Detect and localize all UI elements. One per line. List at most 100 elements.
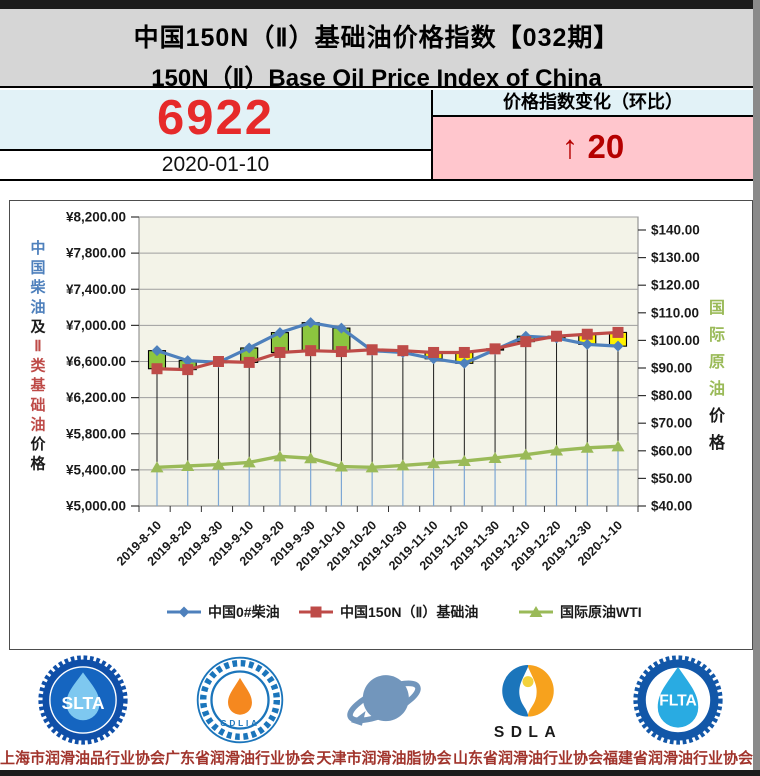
- legend-marker: [529, 606, 543, 617]
- diesel-marker: [274, 327, 286, 339]
- legend-label: 中国150N（Ⅱ）基础油: [340, 604, 478, 620]
- top-border-strip: [0, 0, 760, 9]
- diesel-marker: [581, 338, 593, 350]
- right-tick-label: $80.00: [651, 388, 692, 403]
- left-axis-title-char: 基: [29, 376, 46, 394]
- left-tick-label: ¥7,000.00: [66, 318, 126, 333]
- right-axis-title-char: 原: [709, 353, 725, 371]
- left-axis-title-char: 中: [30, 239, 45, 257]
- right-tick-label: $40.00: [651, 499, 692, 514]
- baseoil-marker: [274, 346, 286, 358]
- baseoil-marker: [612, 326, 624, 338]
- diesel-marker: [458, 357, 470, 369]
- index-value: 6922: [156, 91, 274, 145]
- left-axis-title-char: 油: [30, 415, 45, 433]
- tianjin-globe-logo-icon: [347, 675, 421, 726]
- baseoil-marker: [428, 346, 440, 358]
- wti-marker: [181, 459, 195, 471]
- diesel-marker: [243, 342, 255, 354]
- association-slta: SLTA 上海市润滑油品行业协会: [0, 652, 165, 770]
- wti-marker: [611, 440, 625, 452]
- wti-marker: [242, 456, 256, 468]
- baseoil-marker: [243, 356, 255, 368]
- right-tick-label: $90.00: [651, 361, 692, 376]
- association-gdlia: GDLIA 广东省润滑油行业协会: [165, 652, 315, 770]
- association-caption: 福建省润滑油行业协会: [602, 750, 753, 767]
- wti-marker: [488, 451, 502, 463]
- gdlia-logo-icon: GDLIA: [196, 656, 284, 744]
- association-caption: 广东省润滑油行业协会: [165, 750, 316, 767]
- baseoil-marker: [489, 343, 501, 355]
- baseoil-marker: [335, 346, 347, 358]
- left-tick-label: ¥5,000.00: [66, 499, 126, 514]
- left-tick-label: ¥8,200.00: [66, 210, 126, 225]
- wti-marker: [150, 461, 164, 473]
- index-change-cell: ↑ 20: [433, 117, 753, 179]
- left-axis-title-char: Ⅱ: [34, 338, 41, 355]
- legend-marker: [310, 606, 322, 618]
- index-change-header: 价格指数变化（环比）: [433, 90, 753, 117]
- wti-marker: [365, 461, 379, 473]
- wti-marker: [427, 457, 441, 469]
- left-axis-title-char: 油: [30, 298, 45, 316]
- left-axis-title-char: 国: [30, 260, 45, 277]
- index-change-column: 价格指数变化（环比） ↑ 20: [433, 90, 753, 179]
- right-tick-label: $140.00: [651, 223, 700, 238]
- right-tick-label: $70.00: [651, 416, 692, 431]
- index-value-cell: 6922: [0, 90, 431, 151]
- wti-marker: [304, 452, 318, 464]
- left-tick-label: ¥5,800.00: [66, 426, 126, 441]
- diesel-marker: [612, 340, 624, 352]
- wti-marker: [396, 459, 410, 471]
- right-tick-label: $130.00: [651, 250, 700, 265]
- left-axis-title-char: 础: [30, 396, 45, 414]
- svg-text:SLTA: SLTA: [61, 693, 104, 713]
- left-axis-title-char: 柴: [29, 278, 46, 296]
- baseoil-marker: [366, 344, 378, 356]
- wti-marker: [550, 444, 564, 456]
- baseoil-marker: [151, 363, 163, 375]
- right-axis-title-char: 价: [709, 407, 726, 425]
- left-axis-title-char: 价: [30, 436, 46, 453]
- right-tick-label: $50.00: [651, 471, 692, 486]
- left-tick-label: ¥6,600.00: [66, 354, 126, 369]
- report-title-block: 中国150N（Ⅱ）基础油价格指数【032期】 150N（Ⅱ）Base Oil P…: [0, 9, 753, 92]
- wti-marker: [580, 441, 594, 453]
- diesel-marker: [335, 322, 347, 334]
- wti-marker: [334, 460, 348, 472]
- page-title-english: 150N（Ⅱ）Base Oil Price Index of China: [151, 65, 602, 92]
- legend-label: 国际原油WTI: [560, 604, 642, 620]
- association-caption: 山东省润滑油行业协会: [452, 750, 603, 767]
- left-axis-title-char: 类: [30, 357, 46, 375]
- diesel-marker: [182, 355, 194, 367]
- baseoil-marker: [182, 364, 194, 376]
- change-amount: 20: [587, 128, 625, 165]
- association-sdla: SDLA 山东省润滑油行业协会: [453, 652, 603, 770]
- left-tick-label: ¥5,400.00: [66, 462, 126, 477]
- baseoil-marker: [458, 346, 470, 358]
- baseoil-marker: [581, 328, 593, 340]
- svg-text:GDLIA: GDLIA: [220, 719, 260, 728]
- baseoil-line: [155, 330, 620, 372]
- left-axis-title-char: 格: [30, 455, 46, 473]
- wti-marker: [211, 458, 225, 470]
- association-flta: FLTA 福建省润滑油行业协会: [603, 652, 753, 770]
- right-axis-title-char: 油: [709, 379, 725, 398]
- svg-text:FLTA: FLTA: [659, 693, 697, 710]
- wti-marker: [519, 448, 533, 460]
- association-caption: 上海市润滑油品行业协会: [0, 750, 166, 767]
- baseoil-marker: [397, 345, 409, 357]
- index-change-value: ↑ 20: [562, 128, 624, 165]
- association-tianjin: 天津市润滑油脂协会: [315, 652, 453, 770]
- left-tick-label: ¥7,800.00: [66, 246, 126, 261]
- wti-marker: [457, 455, 471, 467]
- slta-logo-icon: SLTA: [37, 655, 128, 745]
- right-tick-label: $100.00: [651, 333, 700, 348]
- sdla-logo-icon: SDLA: [494, 665, 556, 741]
- association-logos-footer: SLTA 上海市润滑油品行业协会 GDLIA 广东省润滑油行业协会 天津市润滑油…: [0, 652, 753, 770]
- index-summary-row: 6922 2020-01-10 价格指数变化（环比） ↑ 20: [0, 90, 753, 181]
- chart-canvas: ¥5,000.00 ¥5,400.00 ¥5,800.00 ¥6,200.00 ¥6,6…: [29, 210, 726, 621]
- right-tick-label: $120.00: [651, 278, 700, 293]
- up-arrow-icon: ↑: [561, 128, 579, 165]
